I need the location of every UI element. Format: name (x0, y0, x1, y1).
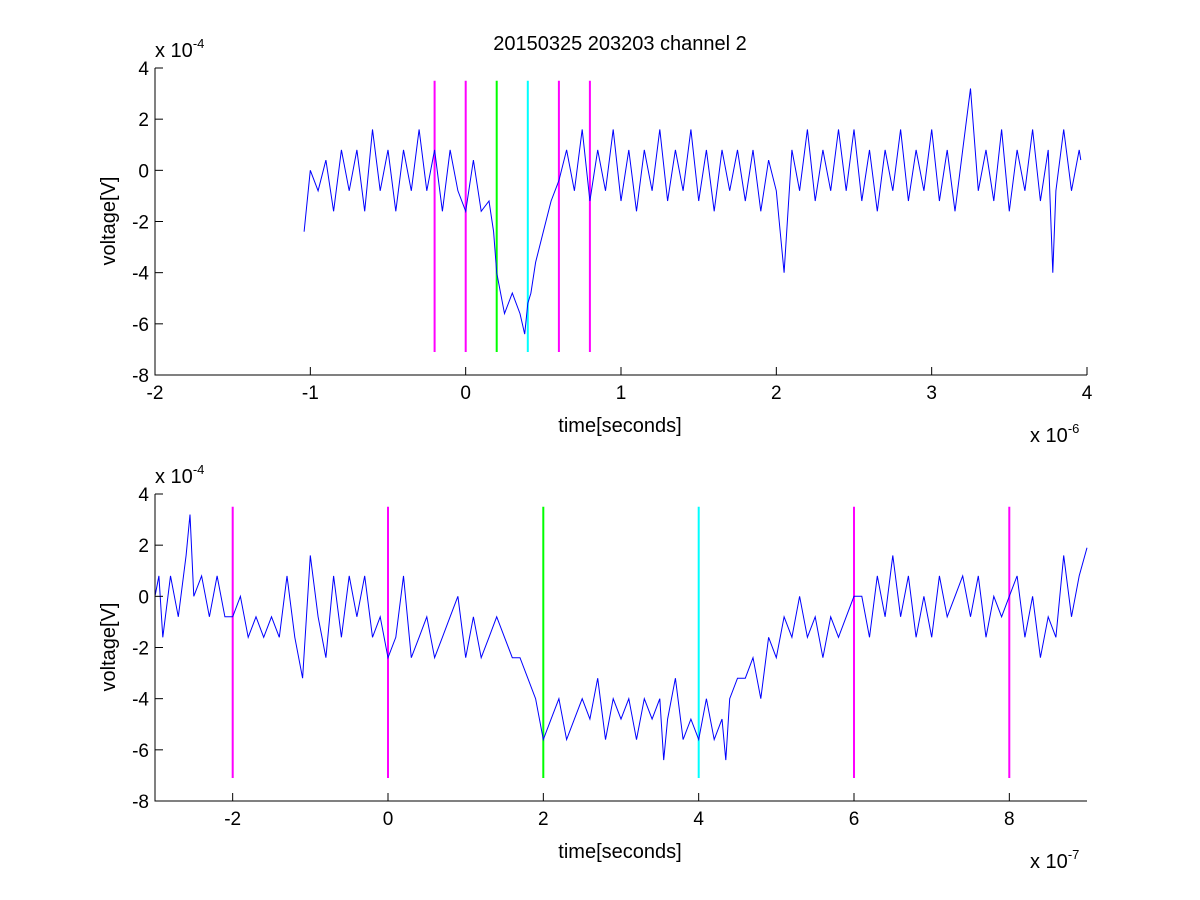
bottom-y-tick-label-2: -4 (132, 690, 149, 711)
bottom-y-multiplier-exponent: -4 (193, 462, 205, 477)
bottom-y-tick-label-4: 0 (138, 587, 149, 608)
top-x-multiplier-exponent: -6 (1068, 421, 1080, 436)
bottom-x-tick-label-4: 6 (849, 809, 860, 830)
top-x-multiplier-base: x 10 (1030, 425, 1068, 447)
top-y-tick-label-0: -8 (132, 366, 149, 387)
bottom-y-tick-label-0: -8 (132, 792, 149, 813)
bottom-ticks: -2 0 2 4 6 8 -8 -6 -4 -2 0 2 4 (132, 485, 1015, 830)
bottom-y-axis-label: voltage[V] (98, 603, 120, 692)
top-y-axis-label: voltage[V] (98, 177, 120, 266)
top-x-multiplier: x 10-6 (1030, 421, 1079, 447)
top-x-tick-label-6: 4 (1082, 383, 1093, 404)
top-y-tick-label-5: 2 (138, 110, 149, 131)
top-y-tick-label-2: -4 (132, 264, 149, 285)
bottom-y-tick-label-6: 4 (138, 485, 149, 506)
chart-title: 20150325 203203 channel 2 (493, 33, 747, 55)
top-x-tick-label-5: 3 (926, 383, 937, 404)
top-y-tick-label-1: -6 (132, 315, 149, 336)
top-x-tick-label-0: -2 (147, 383, 164, 404)
bottom-y-multiplier: x 10-4 (155, 462, 204, 488)
top-y-multiplier: x 10-4 (155, 36, 204, 62)
bottom-y-tick-label-1: -6 (132, 741, 149, 762)
top-y-multiplier-base: x 10 (155, 40, 193, 62)
bottom-x-multiplier-exponent: -7 (1068, 847, 1080, 862)
bottom-x-tick-label-1: 0 (383, 809, 394, 830)
bottom-plot-area (155, 494, 1087, 801)
top-x-tick-label-2: 0 (460, 383, 471, 404)
bottom-plot-panel: -2 0 2 4 6 8 -8 -6 -4 -2 0 2 4 time[seconds] voltage… (98, 462, 1088, 873)
top-x-tick-label-1: -1 (302, 383, 319, 404)
top-ticks: -2 -1 0 1 2 3 4 -8 -6 -4 -2 0 2 4 (132, 59, 1093, 404)
bottom-series-line-0 (154, 514, 1088, 761)
bottom-x-tick-label-5: 8 (1004, 809, 1015, 830)
top-x-axis-label: time[seconds] (558, 415, 681, 437)
top-x-tick-label-4: 2 (771, 383, 782, 404)
bottom-y-tick-label-5: 2 (138, 536, 149, 557)
bottom-y-tick-label-3: -2 (132, 639, 149, 660)
bottom-y-multiplier-base: x 10 (155, 466, 193, 488)
bottom-series (154, 514, 1088, 761)
top-plot-area (155, 68, 1087, 375)
bottom-x-tick-label-2: 2 (538, 809, 549, 830)
bottom-x-tick-label-0: -2 (224, 809, 241, 830)
top-y-multiplier-exponent: -4 (193, 36, 205, 51)
bottom-x-tick-label-3: 4 (693, 809, 704, 830)
top-marker-lines (433, 80, 591, 352)
bottom-x-multiplier: x 10-7 (1030, 847, 1079, 873)
bottom-marker-lines (231, 506, 1011, 778)
top-series-line-0 (303, 88, 1082, 335)
top-x-tick-label-3: 1 (616, 383, 627, 404)
top-y-tick-label-4: 0 (138, 161, 149, 182)
top-y-tick-label-6: 4 (138, 59, 149, 80)
top-plot-panel: -2 -1 0 1 2 3 4 -8 -6 -4 -2 0 2 4 time[seconds] volta… (98, 36, 1093, 447)
top-y-tick-label-3: -2 (132, 213, 149, 234)
bottom-x-multiplier-base: x 10 (1030, 851, 1068, 873)
top-series (303, 88, 1082, 335)
bottom-x-axis-label: time[seconds] (558, 841, 681, 863)
